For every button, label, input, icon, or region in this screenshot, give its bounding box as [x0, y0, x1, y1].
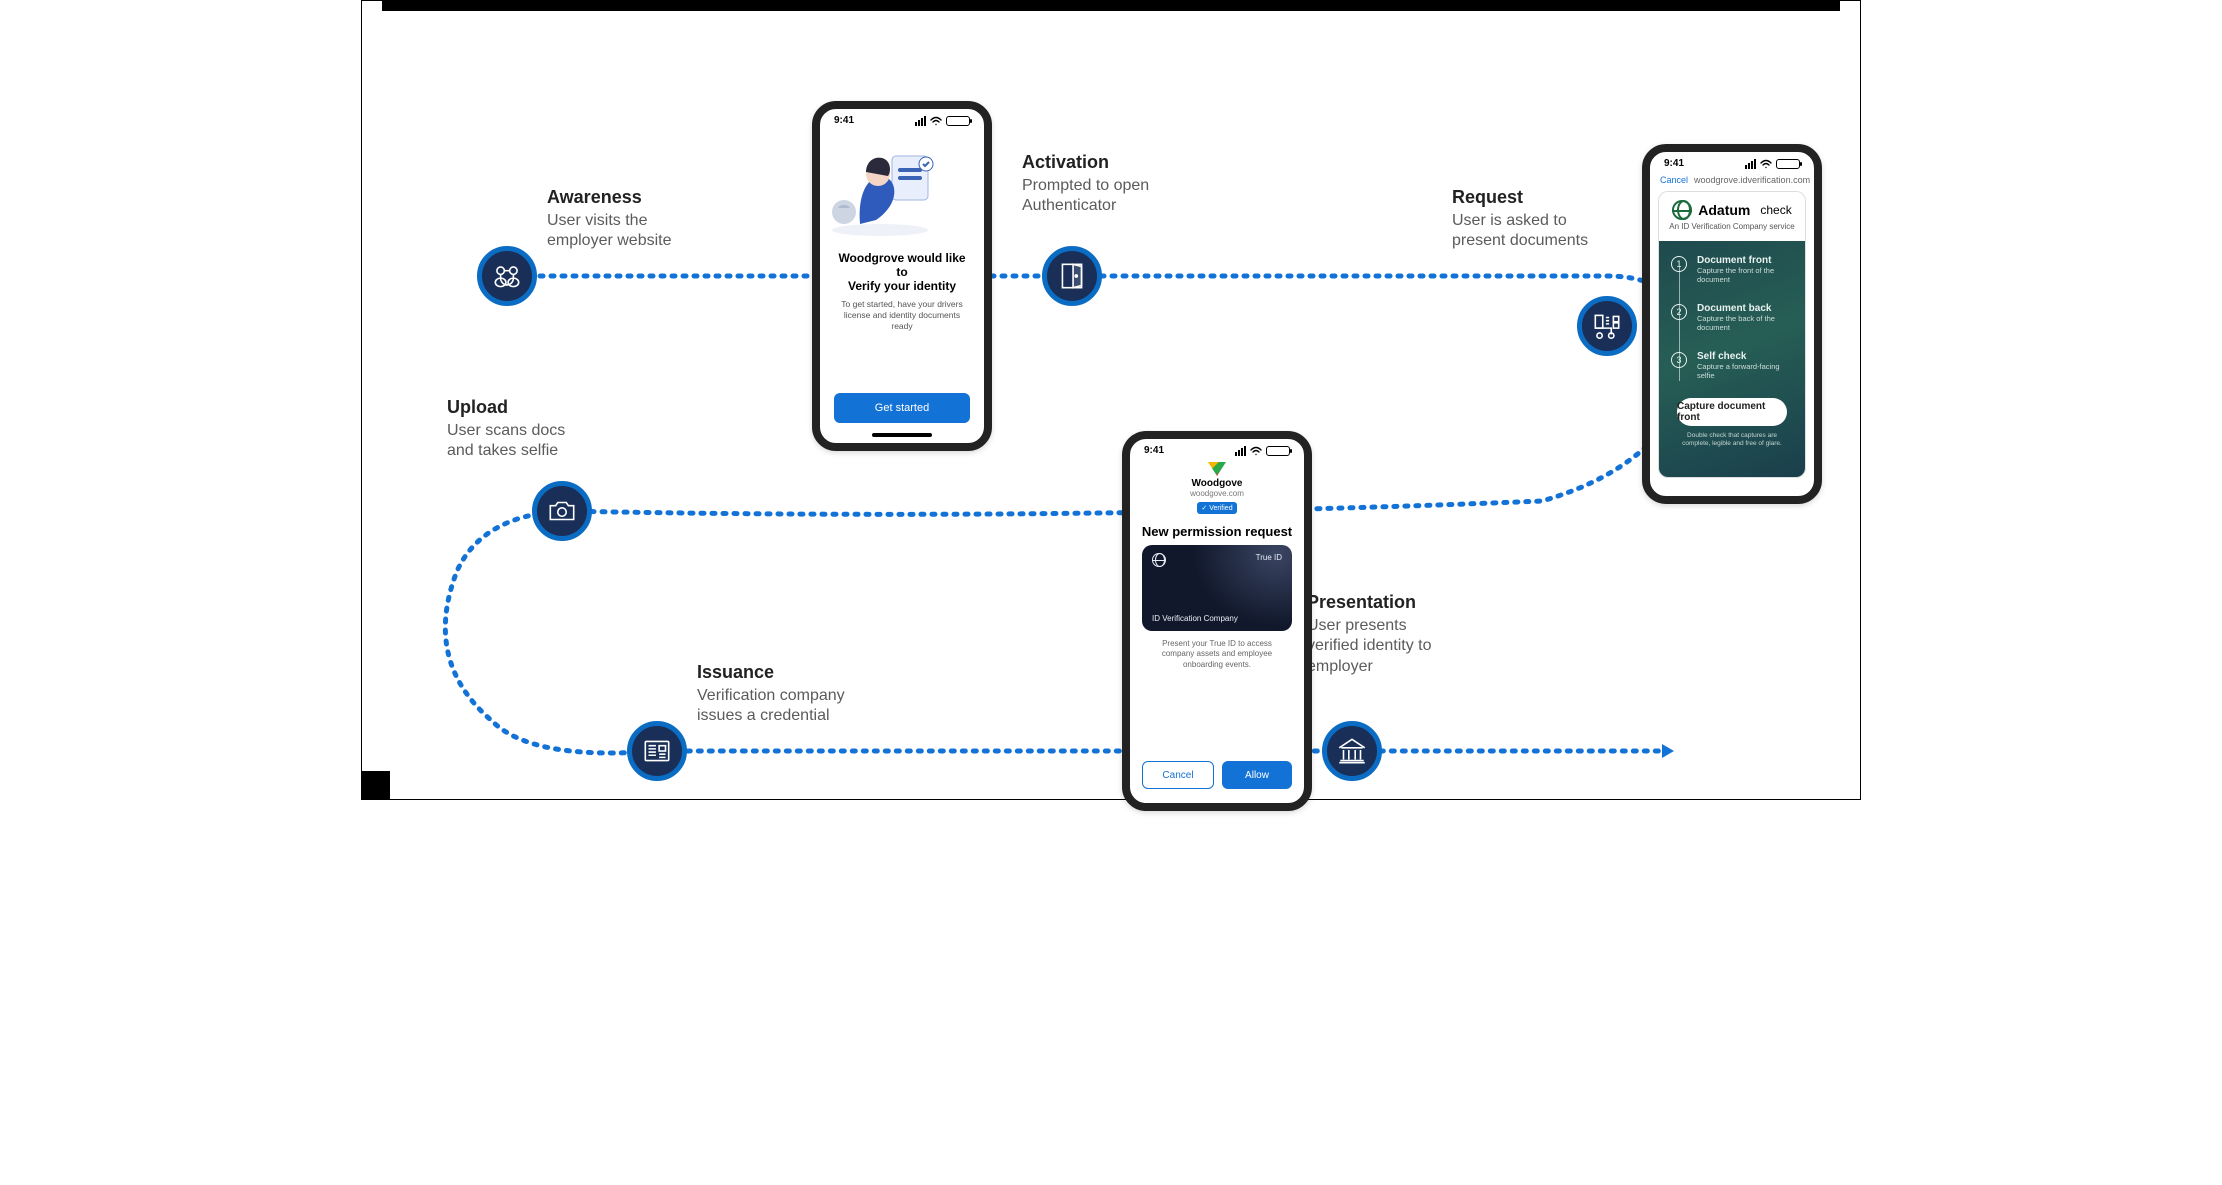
verify-step: 2 Document back Capture the back of the …	[1671, 303, 1793, 333]
verify-illustration	[820, 138, 940, 238]
request-label: Request User is asked topresent document…	[1452, 186, 1588, 252]
status-bar: 9:41	[1650, 152, 1814, 171]
verified-badge: ✓ Verified	[1197, 502, 1237, 514]
globe-icon	[1152, 553, 1166, 567]
capture-button[interactable]: Capture document front	[1677, 398, 1787, 426]
step-desc: User is asked topresent documents	[1452, 211, 1588, 253]
issuance-label: Issuance Verification companyissues a cr…	[697, 661, 845, 727]
allow-button[interactable]: Allow	[1222, 761, 1292, 789]
adatum-logo-icon	[1672, 200, 1692, 220]
presentation-icon	[1322, 721, 1382, 781]
adatum-brand: Adatum	[1698, 202, 1750, 218]
upload-label: Upload User scans docsand takes selfie	[447, 396, 565, 462]
step-title: Issuance	[697, 661, 845, 684]
step-desc: Capture the back of the document	[1697, 314, 1793, 333]
card-label: True ID	[1256, 553, 1282, 562]
get-started-button[interactable]: Get started	[834, 393, 970, 423]
wifi-icon	[1760, 159, 1772, 169]
cancel-button[interactable]: Cancel	[1142, 761, 1214, 789]
step-title: Awareness	[547, 186, 672, 209]
step-title: Presentation	[1307, 591, 1432, 614]
step-desc: User scans docsand takes selfie	[447, 421, 565, 463]
permission-explain: Present your True ID to access company a…	[1130, 631, 1304, 678]
adatum-suffix: check	[1760, 203, 1791, 217]
step-title: Activation	[1022, 151, 1149, 174]
card-issuer: ID Verification Company	[1152, 614, 1238, 623]
phoneA-headline: Woodgrove would like toVerify your ident…	[820, 251, 984, 293]
browser-cancel[interactable]: Cancel	[1660, 175, 1688, 185]
phone-request: 9:41 Cancel woodgrove.idverification.com…	[1642, 144, 1822, 504]
verify-step: 1 Document front Capture the front of th…	[1671, 255, 1793, 285]
status-bar: 9:41	[820, 109, 984, 128]
verified-label: Verified	[1209, 505, 1232, 512]
step-number: 3	[1671, 352, 1687, 368]
credential-card: True ID ID Verification Company	[1142, 545, 1292, 631]
flow-arrowhead	[1662, 744, 1674, 758]
request-icon	[1577, 296, 1637, 356]
phoneA-subtext: To get started, have your drivers licens…	[820, 293, 984, 338]
presentation-label: Presentation User presentsverified ident…	[1307, 591, 1432, 678]
flow-diagram: Awareness User visits theemployer websit…	[361, 0, 1861, 800]
upload-icon	[532, 481, 592, 541]
step-title: Document back	[1697, 303, 1793, 314]
status-bar: 9:41	[1130, 439, 1304, 458]
step-number: 2	[1671, 304, 1687, 320]
home-indicator	[872, 433, 932, 437]
step-title: Document front	[1697, 255, 1793, 266]
permission-title: New permission request	[1130, 524, 1304, 539]
brand-site: woodgove.com	[1130, 489, 1304, 498]
browser-url: woodgrove.idverification.com	[1694, 175, 1810, 185]
step-title: Self check	[1697, 351, 1793, 362]
flow-path	[362, 1, 1860, 799]
capture-note: Double check that captures are complete,…	[1671, 432, 1793, 448]
phone-awareness: 9:41 Woodgrove would like toVerify your …	[812, 101, 992, 451]
status-time: 9:41	[834, 115, 854, 126]
step-title: Upload	[447, 396, 565, 419]
activation-icon	[1042, 246, 1102, 306]
step-desc: Verification companyissues a credential	[697, 686, 845, 728]
issuance-icon	[627, 721, 687, 781]
step-desc: Capture a forward-facing selfie	[1697, 362, 1793, 381]
status-time: 9:41	[1664, 158, 1684, 169]
activation-label: Activation Prompted to openAuthenticator	[1022, 151, 1149, 217]
step-desc: User presentsverified identity toemploye…	[1307, 616, 1432, 678]
verify-step: 3 Self check Capture a forward-facing se…	[1671, 351, 1793, 381]
phone-presentation: 9:41 Woodgove woodgove.com ✓ Verified Ne…	[1122, 431, 1312, 811]
woodgrove-logo-icon	[1208, 462, 1226, 476]
step-desc: Capture the front of the document	[1697, 266, 1793, 285]
step-desc: Prompted to openAuthenticator	[1022, 176, 1149, 218]
service-tag: An ID Verification Company service	[1667, 222, 1797, 231]
wifi-icon	[1250, 446, 1262, 456]
awareness-icon	[477, 246, 537, 306]
verification-panel: Adatum check An ID Verification Company …	[1658, 191, 1806, 478]
status-time: 9:41	[1144, 445, 1164, 456]
brand-name: Woodgove	[1130, 478, 1304, 489]
step-desc: User visits theemployer website	[547, 211, 672, 253]
step-number: 1	[1671, 256, 1687, 272]
awareness-label: Awareness User visits theemployer websit…	[547, 186, 672, 252]
wifi-icon	[930, 116, 942, 126]
step-title: Request	[1452, 186, 1588, 209]
